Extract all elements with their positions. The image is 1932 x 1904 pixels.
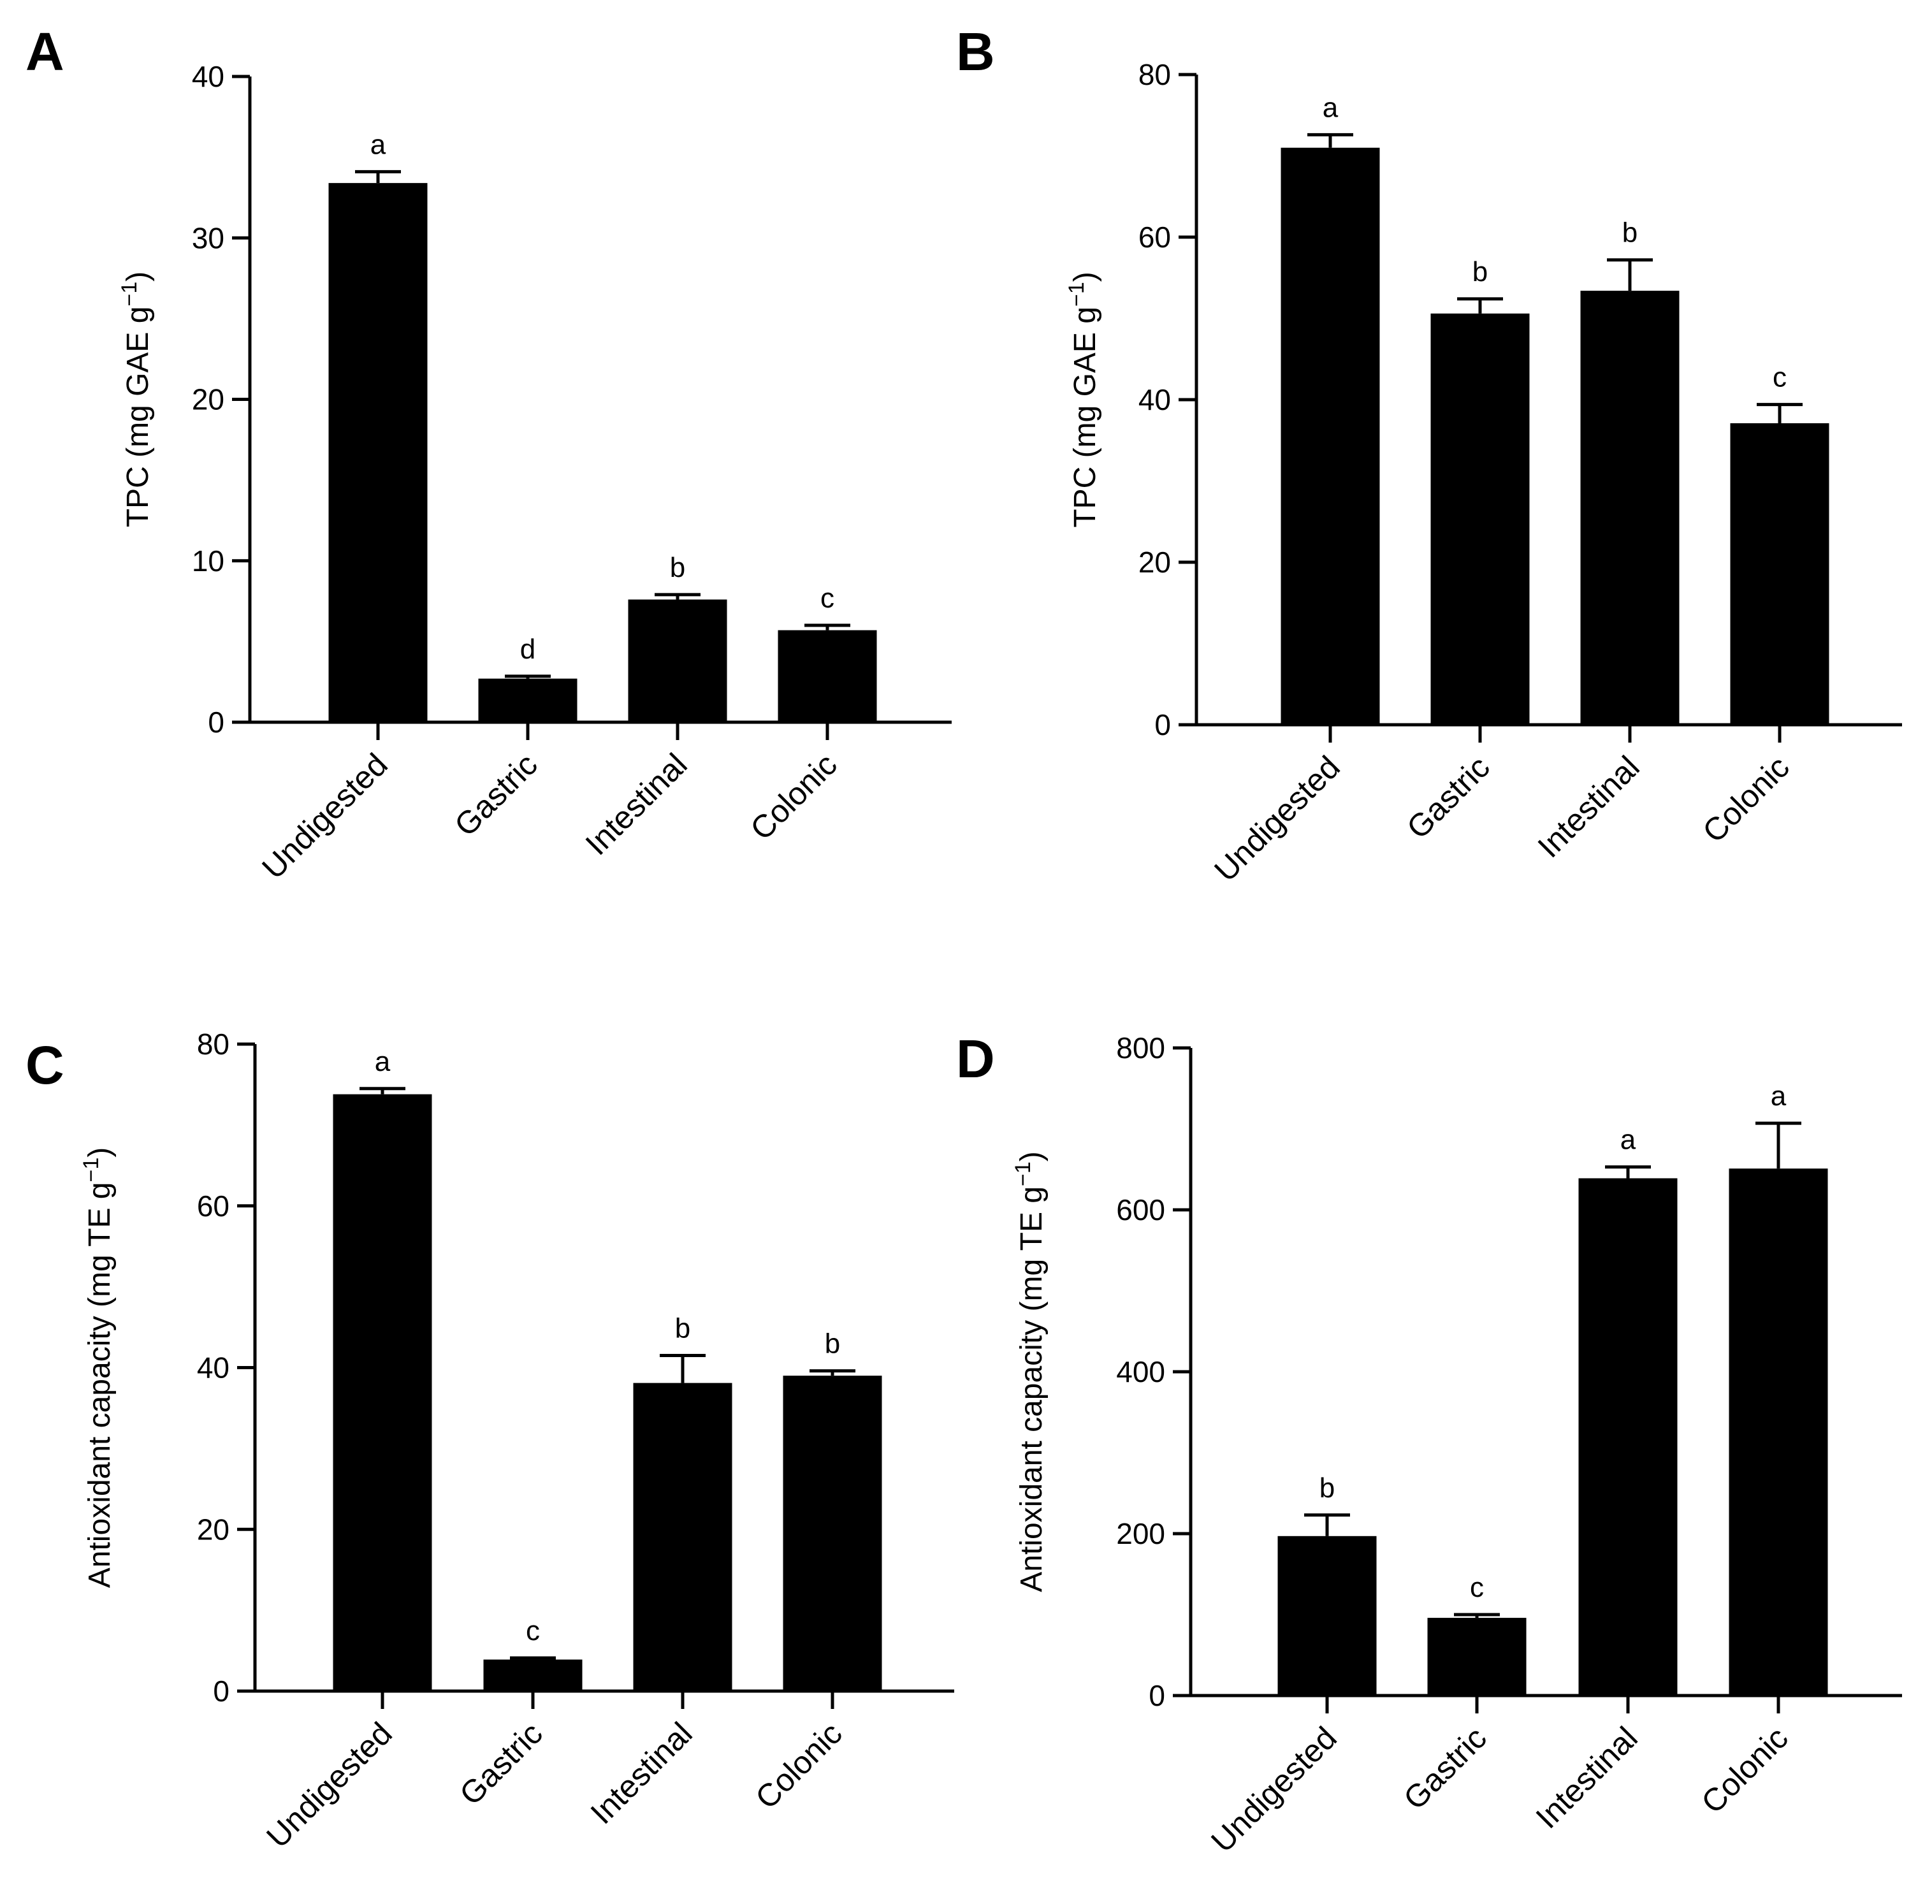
x-category-label: Colonic: [1696, 749, 1796, 850]
chart-panel-d: D 0 200 400 600 800 Antioxidant capacity (mg T…: [956, 1029, 1902, 1859]
y-axis-label-superscript: −1: [117, 282, 142, 307]
y-axis-label-close: ): [1015, 1151, 1049, 1161]
y-tick-label: 200: [1116, 1517, 1165, 1550]
y-tick-label: 40: [197, 1351, 229, 1384]
bar-intestinal: [628, 599, 727, 722]
x-category-label: Intestinal: [584, 1715, 699, 1831]
y-tick-label: 10: [192, 544, 224, 578]
significance-letter: a: [1771, 1080, 1787, 1112]
y-axis-label-superscript: −1: [1064, 282, 1089, 307]
x-category-label: Colonic: [1694, 1720, 1795, 1820]
y-tick-label: 60: [197, 1189, 229, 1223]
y-tick-label: 20: [1138, 546, 1171, 579]
y-axis-label: Antioxidant capacity (mg TE g−1): [79, 1147, 117, 1588]
bar-gastric: [483, 1659, 583, 1691]
panel-letter: A: [25, 22, 64, 82]
y-tick-label: 30: [192, 221, 224, 254]
y-axis-label-superscript: −1: [1011, 1161, 1035, 1186]
significance-letter: d: [520, 634, 535, 665]
significance-letter: b: [675, 1312, 690, 1344]
bar-colonic: [783, 1376, 882, 1691]
bar-colonic: [778, 630, 877, 722]
x-category-label: Intestinal: [1531, 749, 1646, 864]
panel-letter: B: [956, 22, 995, 82]
bar-intestinal: [1578, 1178, 1678, 1696]
y-axis-label-close: ): [121, 272, 155, 282]
y-axis-label-superscript: −1: [79, 1158, 103, 1182]
significance-letter: c: [1470, 1572, 1484, 1603]
y-axis-label-close: ): [1068, 272, 1102, 282]
x-category-label: Undigested: [259, 1715, 398, 1854]
chart-panel-a: A 0 10 20 30 40 TPC (mg GAE g−1) a Undigested d Ga…: [25, 22, 952, 886]
bar-undigested: [1277, 1536, 1377, 1696]
bar-gastric: [478, 678, 577, 722]
x-category-label: Colonic: [748, 1715, 849, 1816]
y-axis-label-main: Antioxidant capacity (mg TE g: [83, 1182, 117, 1588]
x-category-label: Intestinal: [1529, 1720, 1645, 1835]
y-tick-label: 20: [192, 383, 224, 416]
significance-letter: c: [820, 583, 834, 614]
bar-undigested: [333, 1094, 432, 1691]
significance-letter: a: [375, 1046, 391, 1077]
y-tick-label: 20: [197, 1513, 229, 1546]
bar-gastric: [1430, 313, 1530, 725]
y-tick-label: 0: [1149, 1679, 1165, 1712]
bar-colonic: [1729, 1168, 1828, 1696]
y-axis-label: TPC (mg GAE g−1): [117, 272, 155, 527]
y-tick-label: 40: [192, 60, 224, 93]
x-category-label: Gastric: [1400, 749, 1497, 846]
y-tick-label: 40: [1138, 383, 1171, 416]
significance-letter: c: [526, 1615, 540, 1646]
chart-panel-b: B 0 20 40 60 80 TPC (mg GAE g−1) a Undigested b Ga…: [956, 22, 1902, 889]
y-tick-label: 80: [197, 1028, 229, 1061]
bar-intestinal: [1580, 291, 1680, 725]
y-axis-label-main: TPC (mg GAE g: [121, 307, 155, 528]
y-tick-label: 80: [1138, 58, 1171, 91]
x-category-label: Undigested: [1207, 749, 1346, 888]
significance-letter: a: [1620, 1124, 1636, 1156]
significance-letter: b: [670, 552, 685, 583]
x-category-label: Colonic: [743, 746, 844, 847]
y-tick-label: 0: [1154, 708, 1171, 741]
x-category-label: Intestinal: [579, 746, 694, 862]
x-category-label: Undigested: [255, 746, 394, 885]
y-tick-label: 600: [1116, 1193, 1165, 1226]
x-category-label: Gastric: [1397, 1720, 1493, 1817]
x-category-label: Undigested: [1204, 1720, 1343, 1859]
y-axis-label-main: TPC (mg GAE g: [1068, 307, 1102, 528]
significance-letter: b: [1622, 217, 1638, 249]
y-axis-label-close: ): [83, 1147, 117, 1158]
panel-letter: D: [956, 1029, 995, 1089]
significance-letter: c: [1773, 362, 1787, 393]
significance-letter: a: [1323, 92, 1339, 123]
y-tick-label: 800: [1116, 1031, 1165, 1065]
y-axis-label: Antioxidant capacity (mg TE g−1): [1011, 1151, 1049, 1592]
bar-undigested: [1281, 147, 1380, 725]
bar-intestinal: [633, 1383, 732, 1691]
y-tick-label: 60: [1138, 221, 1171, 254]
bar-colonic: [1730, 423, 1829, 725]
y-axis-label-main: Antioxidant capacity (mg TE g: [1015, 1186, 1049, 1592]
y-axis-label: TPC (mg GAE g−1): [1064, 272, 1102, 527]
panel-letter: C: [25, 1035, 64, 1095]
significance-letter: b: [825, 1328, 840, 1360]
x-category-label: Gastric: [447, 746, 544, 843]
y-tick-label: 400: [1116, 1355, 1165, 1388]
y-tick-label: 0: [213, 1675, 229, 1708]
bar-undigested: [328, 183, 428, 722]
significance-letter: b: [1472, 256, 1488, 287]
chart-panel-c: C 0 20 40 60 80 Antioxidant capacity (mg TE g−…: [25, 1028, 954, 1855]
y-tick-label: 0: [208, 706, 224, 739]
bar-gastric: [1427, 1618, 1527, 1696]
x-category-label: Gastric: [453, 1715, 549, 1812]
significance-letter: a: [370, 129, 386, 160]
significance-letter: b: [1319, 1472, 1335, 1504]
